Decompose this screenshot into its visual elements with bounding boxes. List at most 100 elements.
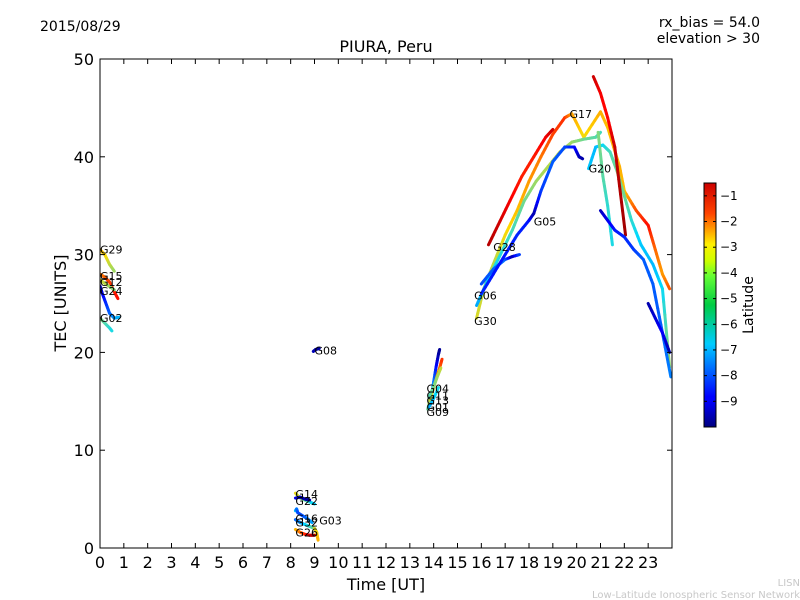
track-5: [311, 346, 321, 353]
colorbar-tick-label: −6: [720, 317, 738, 331]
track-3: [100, 284, 121, 320]
x-tick-label: 0: [95, 553, 105, 572]
x-tick-label: 16: [471, 553, 491, 572]
track-segment: [664, 326, 669, 343]
track-segment: [115, 295, 120, 301]
y-axis-label: TEC [UNITS]: [51, 255, 70, 353]
chart-title: PIURA, Peru: [339, 37, 432, 56]
date-label: 2015/08/29: [40, 19, 121, 35]
x-tick-label: 12: [376, 553, 396, 572]
x-tick-label: 14: [423, 553, 443, 572]
track-0: [100, 248, 116, 273]
x-tick-label: 6: [238, 553, 248, 572]
x-tick-label: 8: [286, 553, 296, 572]
x-tick-label: 3: [166, 553, 176, 572]
data-tracks: [100, 75, 672, 542]
x-tick-label: 20: [566, 553, 586, 572]
y-tick-label: 50: [74, 50, 94, 69]
satellite-label: G28: [493, 241, 516, 254]
x-tick-label: 9: [309, 553, 319, 572]
track-segment: [112, 268, 116, 273]
satellite-label: G08: [315, 344, 338, 357]
track-20: [479, 145, 585, 296]
satellite-label: G01: [427, 401, 450, 414]
colorbar-tick-label: −1: [720, 189, 738, 203]
track-segment: [623, 225, 628, 237]
satellite-label: G26: [295, 526, 318, 539]
plot-area: G29G15G12G24G02G08G04G11G13G01G09G14G22G…: [99, 58, 673, 549]
colorbar-tick-label: −3: [720, 240, 738, 254]
x-tick-label: 7: [262, 553, 272, 572]
track-segment: [436, 386, 440, 391]
track-8: [427, 366, 443, 399]
x-tick-label: 23: [638, 553, 658, 572]
y-tick-label: 40: [74, 148, 94, 167]
track-segment: [662, 300, 667, 317]
satellite-label: G12: [100, 276, 123, 289]
footer-network: Low-Latitude Ionospheric Sensor Network: [592, 590, 800, 600]
colorbar-gradient: [703, 182, 717, 428]
colorbar-tick-label: −8: [720, 369, 738, 383]
satellite-label: G30: [474, 315, 497, 328]
satellite-label: G13: [427, 394, 450, 407]
track-23: [596, 130, 614, 247]
track-22: [591, 75, 628, 237]
colorbar-ticks: −1 −2 −3 −4 −5 −6 −7 −8 −9: [704, 189, 738, 408]
x-tick-label: 5: [214, 553, 224, 572]
satellite-label: G15: [100, 270, 123, 283]
satellite-label: G16: [295, 513, 318, 526]
track-segment: [666, 347, 672, 354]
track-11: [293, 495, 312, 502]
y-tick-label: 0: [84, 539, 94, 558]
x-axis-ticks: 0 1 2 3 4 5 6 7 8 9 10 11 12 13 14 15 16 17 18 19 20 21 22 23: [95, 59, 658, 572]
satellite-label: G03: [319, 515, 342, 528]
colorbar-tick-label: −9: [720, 394, 738, 408]
x-tick-label: 13: [400, 553, 420, 572]
x-axis-label: Time [UT]: [346, 575, 425, 594]
footer-lisn: LISN: [778, 578, 800, 589]
x-tick-label: 19: [543, 553, 563, 572]
track-9: [427, 386, 440, 409]
x-tick-label: 21: [590, 553, 610, 572]
elevation-label: elevation > 30: [657, 31, 760, 47]
track-25: [646, 302, 672, 354]
satellite-label: G24: [100, 285, 123, 298]
y-tick-label: 10: [74, 441, 94, 460]
satellite-label: G20: [589, 163, 612, 176]
x-tick-label: 18: [519, 553, 539, 572]
x-tick-label: 2: [143, 553, 153, 572]
track-segment: [660, 287, 666, 304]
satellite-label: G17: [570, 108, 593, 121]
x-tick-label: 4: [190, 553, 200, 572]
colorbar-tick-label: −4: [720, 266, 738, 280]
track-segment: [111, 287, 116, 292]
colorbar-tick-label: −5: [720, 292, 738, 306]
colorbar: −1 −2 −3 −4 −5 −6 −7 −8 −9 Latitude: [703, 182, 757, 428]
colorbar-label: Latitude: [741, 276, 757, 334]
x-tick-label: 15: [447, 553, 467, 572]
track-segment: [666, 284, 672, 291]
track-segment: [550, 127, 555, 133]
x-tick-label: 11: [352, 553, 372, 572]
satellite-label: G14: [295, 488, 318, 501]
x-tick-label: 1: [119, 553, 129, 572]
satellite-label: G06: [474, 290, 497, 303]
track-15: [293, 527, 316, 537]
satellite-label: G05: [534, 215, 557, 228]
track-2: [100, 278, 116, 292]
colorbar-tick-label: −2: [720, 215, 738, 229]
x-tick-label: 10: [328, 553, 348, 572]
track-segment: [598, 130, 602, 135]
satellite-label: G32: [295, 517, 318, 530]
track-segment: [309, 520, 314, 525]
satellite-label: G29: [100, 244, 123, 257]
track-segment: [438, 366, 443, 372]
satellite-label: G11: [427, 389, 450, 402]
track-segment: [610, 236, 614, 247]
x-tick-label: 17: [495, 553, 515, 572]
satellite-labels: G29G15G12G24G02G08G04G11G13G01G09G14G22G…: [100, 108, 611, 540]
satellite-label: G02: [100, 312, 123, 325]
track-12: [293, 507, 314, 525]
y-axis-ticks: 0 10 20 30 40 50: [74, 50, 672, 558]
